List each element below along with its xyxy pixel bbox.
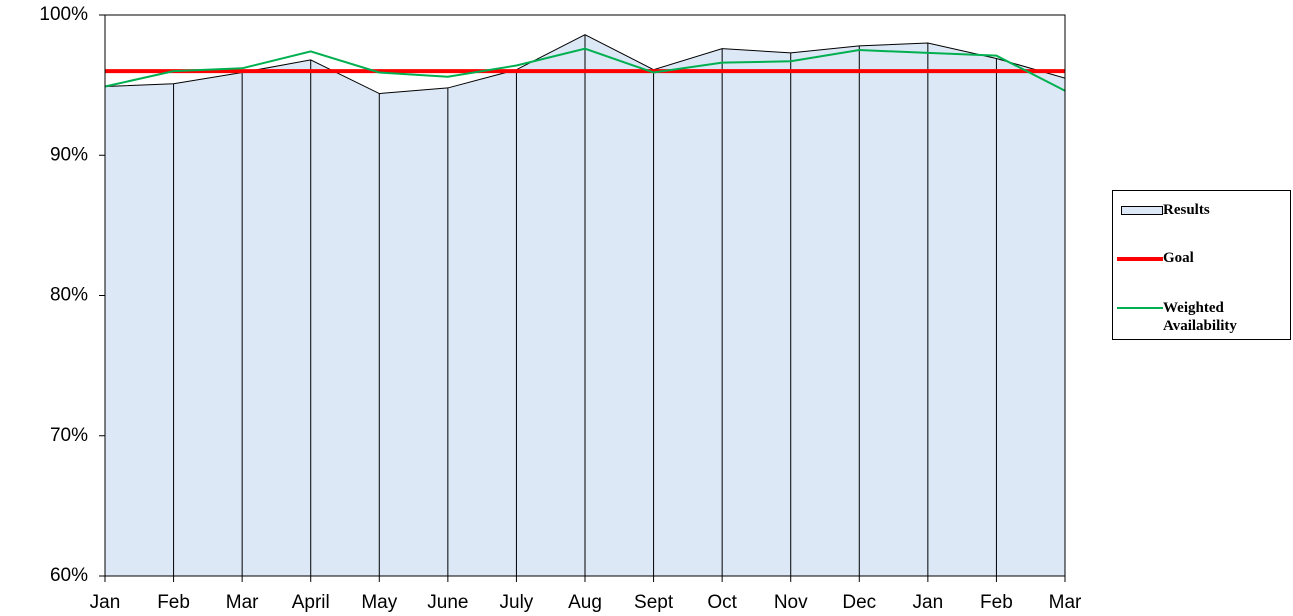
legend-symbol [1113, 299, 1163, 317]
y-tick-label: 60% [50, 565, 88, 586]
x-tick-label: Aug [568, 592, 602, 613]
x-tick-label: Nov [774, 592, 808, 613]
x-tick-label: Mar [226, 592, 259, 613]
legend: Results Goal Weighted Availability [1112, 190, 1291, 340]
legend-entry: Goal [1113, 249, 1283, 267]
x-tick-label: Jan [913, 592, 944, 613]
legend-symbol [1113, 249, 1163, 267]
legend-label: Goal [1163, 250, 1194, 266]
y-tick-label: 100% [39, 4, 88, 25]
y-tick-label: 70% [50, 425, 88, 446]
x-tick-label: Feb [980, 592, 1013, 613]
x-tick-label: Dec [842, 592, 876, 613]
line [104, 47, 1066, 92]
plot-border [104, 14, 1066, 577]
legend-label: Results [1163, 202, 1210, 218]
x-tick-label: Mar [1049, 592, 1082, 613]
x-tick-label: April [292, 592, 330, 613]
x-tick-label: Sept [634, 592, 674, 613]
legend-entry: Weighted Availability [1113, 299, 1283, 335]
legend-symbol [1113, 201, 1163, 219]
x-tick-label: July [500, 592, 534, 613]
y-tick-label: 90% [50, 144, 88, 165]
legend-entry: Results [1113, 201, 1283, 219]
x-tick-label: Oct [707, 592, 737, 613]
x-tick-label: Feb [157, 592, 190, 613]
x-tick-label: Jan [90, 592, 121, 613]
x-tick-label: June [427, 592, 468, 613]
x-tick-label: May [361, 592, 397, 613]
legend-label: Weighted Availability [1163, 300, 1237, 334]
y-tick-label: 80% [50, 285, 88, 306]
